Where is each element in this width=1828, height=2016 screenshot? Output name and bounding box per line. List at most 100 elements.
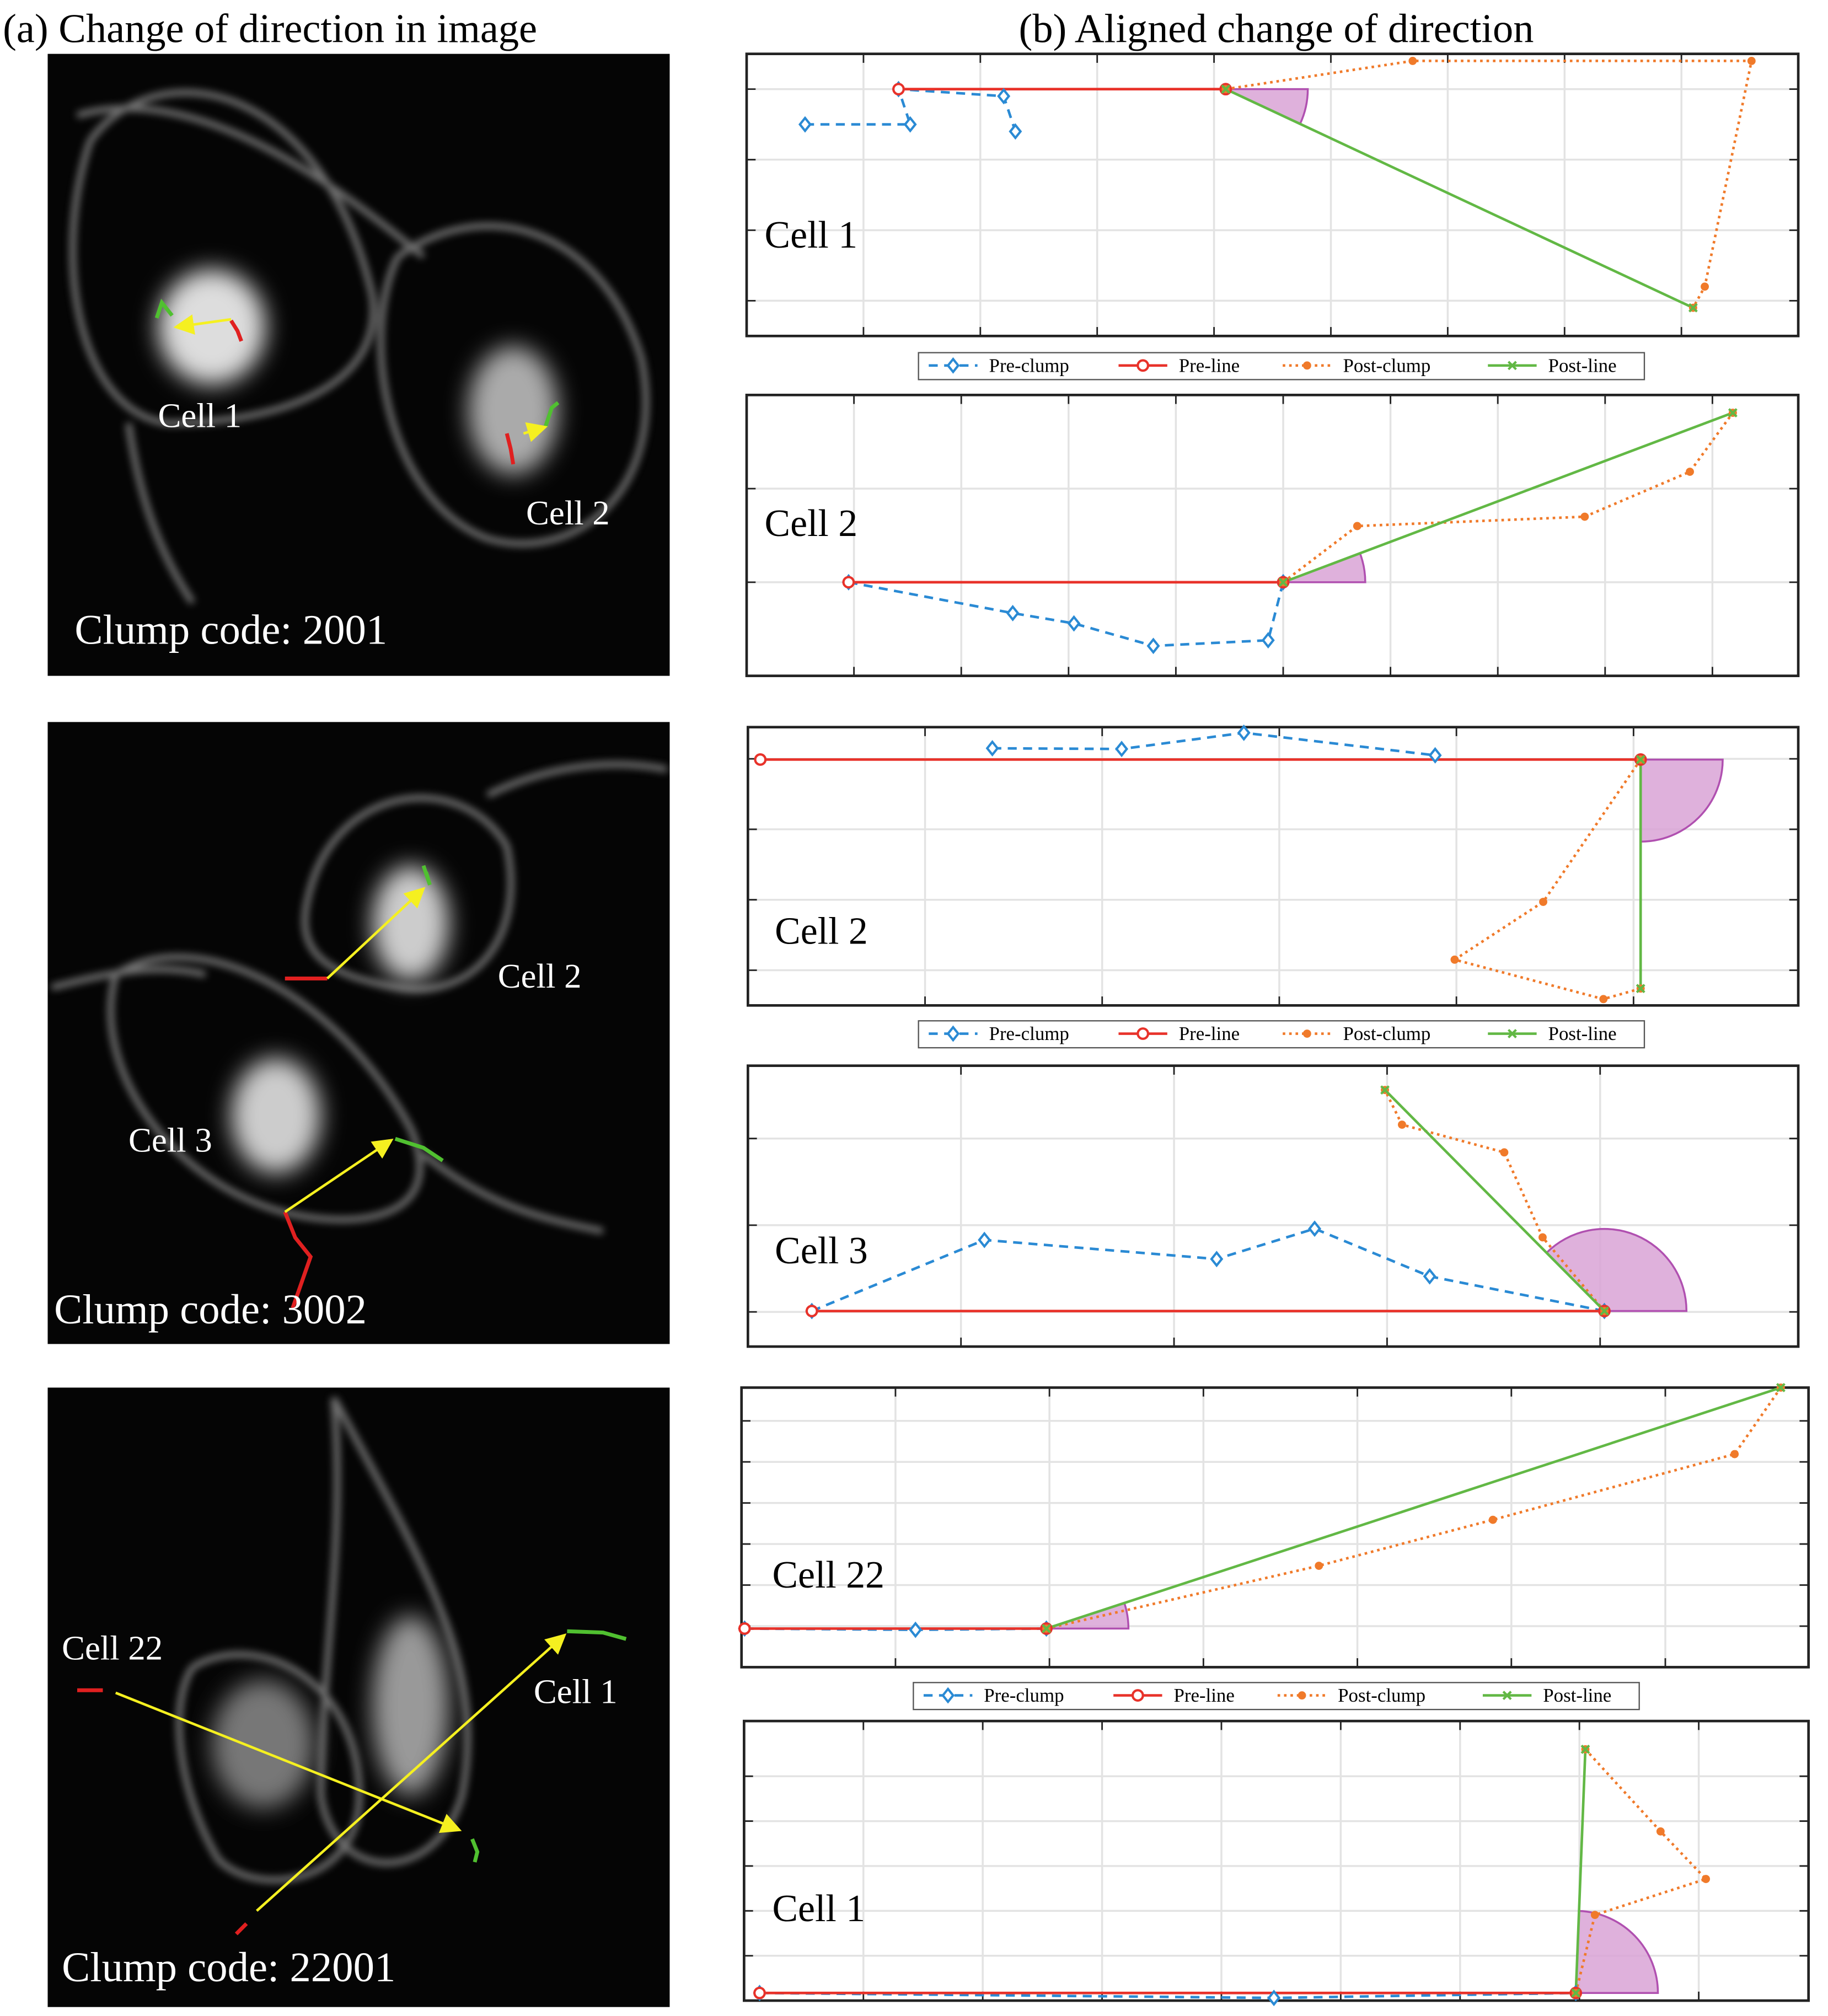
legend: Pre-clump Pre-line Post-clump Post-line xyxy=(913,1682,1640,1711)
marker xyxy=(1599,995,1608,1004)
series-line xyxy=(1574,1749,1587,1993)
chart: Cell 1 xyxy=(745,52,1800,337)
annotation: Cell 3 xyxy=(775,1230,868,1272)
chart: Cell 3 xyxy=(746,1064,1800,1348)
marker xyxy=(1131,1689,1144,1702)
annotation: Cell 2 xyxy=(765,502,858,545)
legend-label: Pre-clump xyxy=(989,1023,1069,1044)
marker xyxy=(1571,1988,1581,1998)
legend-label: Post-line xyxy=(1543,1685,1611,1706)
marker xyxy=(903,116,917,133)
marker xyxy=(1747,57,1756,65)
marker xyxy=(1308,1220,1322,1237)
plot-frame xyxy=(745,52,1800,337)
marker xyxy=(805,1305,818,1317)
microscopy-image: Cell 1 Cell 2 Clump code: 2001 xyxy=(47,53,670,676)
marker xyxy=(1006,604,1020,621)
microscopy-image: Cell 2 Cell 3 Clump code: 3002 xyxy=(47,722,670,1344)
marker xyxy=(1636,754,1645,764)
marker xyxy=(1210,1251,1224,1268)
marker xyxy=(1115,741,1129,758)
marker xyxy=(1137,1027,1150,1040)
legend: Pre-clump Pre-line Post-clump Post-line xyxy=(918,352,1645,380)
marker xyxy=(798,116,812,133)
plot-frame xyxy=(740,1386,1810,1669)
marker xyxy=(1507,361,1517,371)
plot-frame xyxy=(745,393,1800,677)
marker xyxy=(1688,303,1698,313)
legend-label: Pre-line xyxy=(1179,1023,1240,1044)
legend-label: Post-clump xyxy=(1343,355,1430,376)
marker xyxy=(1590,1911,1599,1920)
series-line xyxy=(1046,1386,1782,1630)
marker xyxy=(1730,1450,1739,1459)
panel-title: (b) Aligned change of direction xyxy=(1019,7,1534,52)
annotation: Cell 1 xyxy=(765,214,858,256)
plot-area xyxy=(746,395,1799,676)
marker xyxy=(946,1025,960,1042)
series-line xyxy=(1046,1387,1782,1630)
marker xyxy=(1315,1562,1323,1570)
microscopy-image: Cell 22 Cell 1 Clump code: 22001 xyxy=(47,1387,670,2007)
legend-label: Post-clump xyxy=(1338,1685,1425,1706)
marker xyxy=(1042,1623,1052,1633)
marker xyxy=(738,1622,751,1635)
marker xyxy=(1776,1382,1786,1392)
series-line xyxy=(1384,1089,1606,1312)
legend-label: Post-line xyxy=(1548,1023,1617,1044)
marker xyxy=(1298,1691,1306,1700)
cell-label: Cell 22 xyxy=(62,1628,163,1667)
cell-label: Cell 2 xyxy=(498,957,582,995)
marker xyxy=(1600,1306,1609,1316)
series-line xyxy=(811,1227,1605,1312)
annotation: Cell 1 xyxy=(773,1888,866,1930)
marker xyxy=(997,88,1011,105)
legend: Pre-clump Pre-line Post-clump Post-line xyxy=(918,1020,1645,1049)
marker xyxy=(941,1687,955,1704)
annotation: Cell 2 xyxy=(775,910,868,953)
series-line xyxy=(1574,1748,1708,1993)
marker xyxy=(1009,123,1022,140)
marker xyxy=(1137,359,1150,372)
marker xyxy=(1380,1085,1390,1095)
cell-label: Cell 3 xyxy=(128,1120,212,1159)
marker xyxy=(1580,1744,1590,1754)
marker xyxy=(1502,1691,1512,1701)
cell-label: Cell 1 xyxy=(158,396,242,435)
marker xyxy=(1302,361,1311,370)
angle-wedge xyxy=(1545,1227,1688,1312)
legend-label: Pre-clump xyxy=(989,355,1069,376)
legend-label: Post-line xyxy=(1548,355,1617,376)
marker xyxy=(1302,1030,1311,1038)
angle-wedge xyxy=(1639,758,1724,843)
marker xyxy=(1538,1233,1547,1242)
series-line xyxy=(1225,88,1694,309)
plot-frame xyxy=(746,1064,1800,1348)
series-line xyxy=(1283,411,1734,584)
legend-label: Post-clump xyxy=(1343,1023,1430,1044)
marker xyxy=(1398,1120,1406,1129)
plot-frame xyxy=(746,726,1800,1007)
chart: Cell 2 xyxy=(746,724,1800,1007)
panel-title: (a) Change of direction in image xyxy=(3,7,537,52)
marker xyxy=(1267,1990,1281,2007)
marker xyxy=(1507,1029,1517,1038)
annotation: Cell 22 xyxy=(773,1554,884,1596)
clump-code: Clump code: 3002 xyxy=(54,1286,367,1333)
marker xyxy=(909,1621,923,1638)
marker xyxy=(1450,955,1459,964)
marker xyxy=(1701,282,1709,291)
series-line xyxy=(992,731,1435,757)
marker xyxy=(1686,468,1694,476)
marker xyxy=(1353,522,1361,530)
marker xyxy=(842,576,855,589)
legend-label: Pre-clump xyxy=(984,1685,1064,1706)
plot-area xyxy=(741,1387,1809,1668)
marker xyxy=(1237,724,1251,741)
plot-area xyxy=(748,727,1799,1006)
marker xyxy=(1728,408,1738,418)
marker xyxy=(892,83,905,96)
marker xyxy=(1261,632,1275,649)
